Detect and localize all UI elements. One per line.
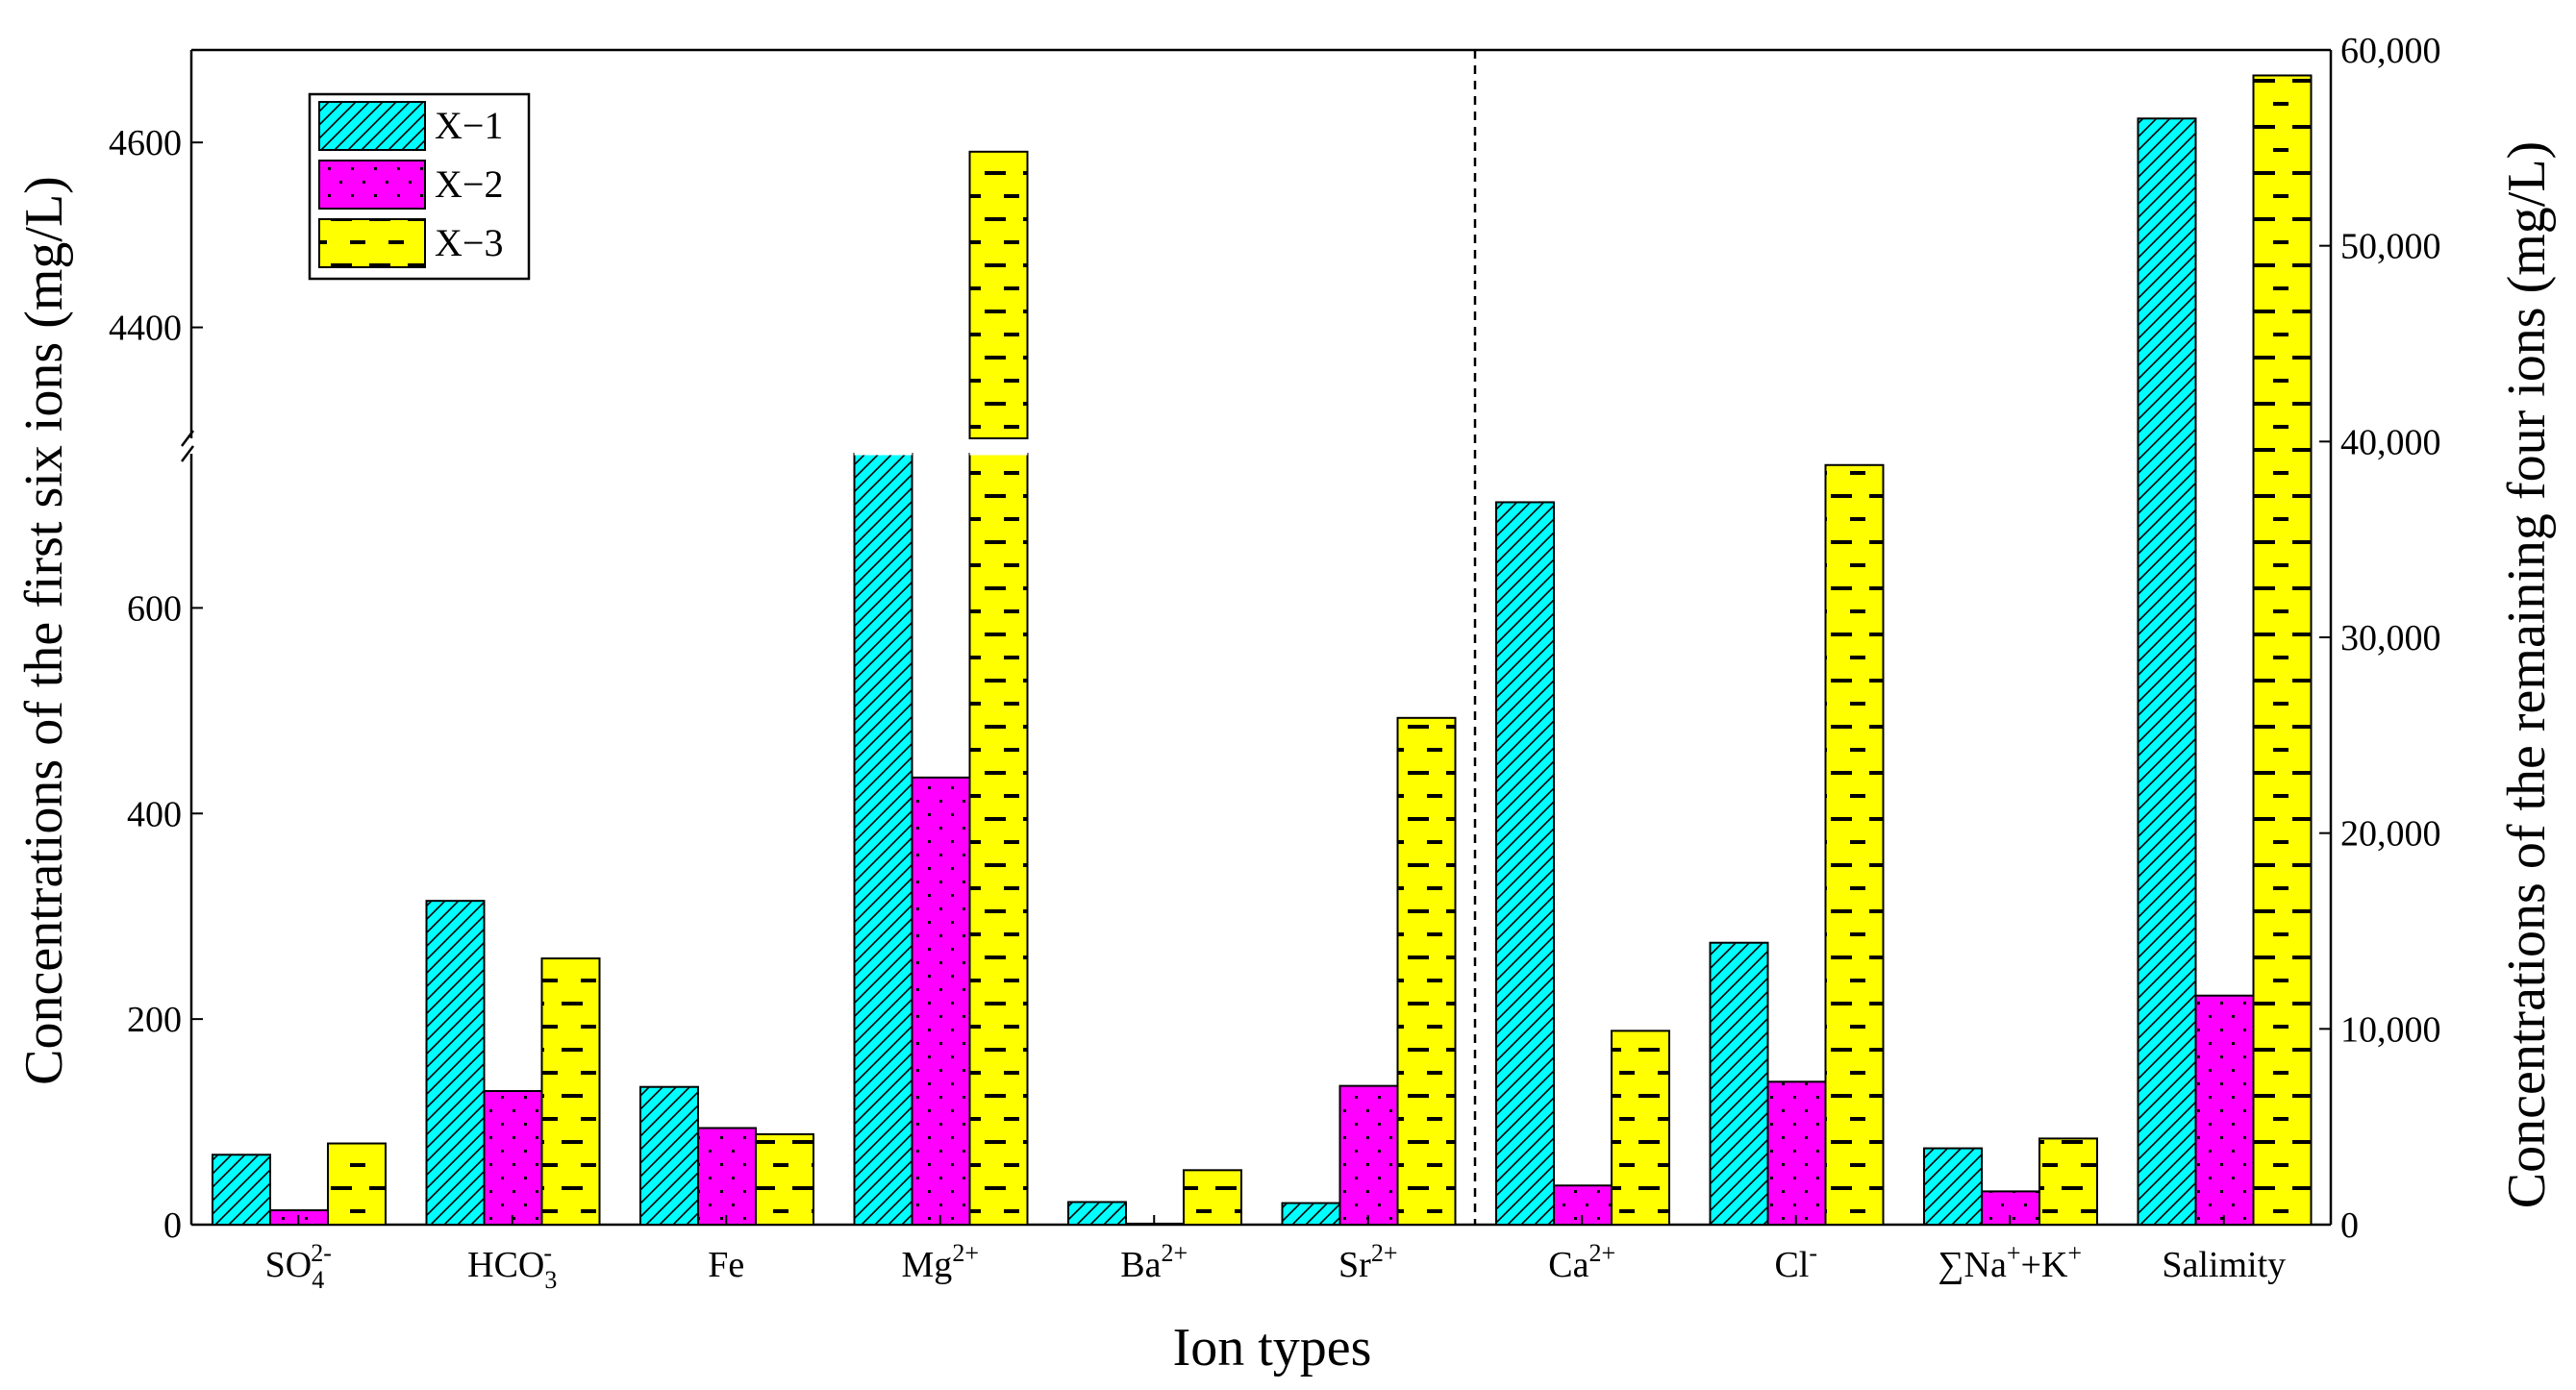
bar-2-2: [755, 1132, 814, 1227]
category-label: Ba2+: [1120, 1239, 1188, 1285]
right-tick-label: 30,000: [2340, 618, 2441, 658]
bar-1-1: [483, 1089, 543, 1227]
left-tick-label: 0: [163, 1205, 182, 1246]
legend: X−1 X−2 X−3: [308, 92, 531, 281]
axes: 0 200 400 600 4400 4600 0 10,000 20,000 30,000 40,…: [109, 31, 2441, 1246]
right-tick-label: 0: [2340, 1205, 2359, 1246]
labels: SO42- HCO3- Fe Mg2+ Ba2+ Sr2+ Ca2+ Cl- ∑Na++K+ Sa…: [265, 1239, 2287, 1294]
right-tick-label: 10,000: [2340, 1009, 2441, 1050]
left-tick-label: 600: [127, 588, 182, 629]
category-label: Salimity: [2162, 1245, 2286, 1285]
legend-label-x2: X−2: [435, 162, 503, 206]
legend-swatch-x2: [318, 160, 426, 210]
bar-2-0: [639, 1085, 699, 1227]
category-label: Sr2+: [1338, 1239, 1397, 1285]
bar-9-2: [2252, 74, 2313, 1226]
category-label: ∑Na++K+: [1938, 1239, 2082, 1285]
bar-1-2: [540, 957, 601, 1226]
bar-7-1: [1766, 1080, 1827, 1227]
bar-3-1: [911, 776, 971, 1227]
right-tick-label: 20,000: [2340, 814, 2441, 855]
bar-6-0: [1495, 501, 1555, 1226]
category-label: HCO3-: [467, 1239, 557, 1294]
legend-swatch-x3: [318, 218, 426, 268]
right-tick-label: 60,000: [2340, 31, 2441, 71]
category-label: Fe: [708, 1245, 744, 1285]
x-axis-title: Ion types: [1173, 1318, 1372, 1378]
legend-label-x3: X−3: [435, 221, 503, 264]
left-tick-label: 200: [127, 1000, 182, 1040]
bar-4-2: [1183, 1169, 1242, 1226]
left-tick-label: 4400: [109, 309, 182, 349]
bar-3-2-lower: [968, 453, 1029, 1226]
axis-break-mark-2: [181, 445, 194, 462]
right-tick-label: 50,000: [2340, 227, 2441, 267]
category-label: SO42-: [265, 1239, 332, 1294]
bar-9-1: [2194, 994, 2255, 1226]
bar-1-0: [425, 900, 486, 1226]
category-label: Cl-: [1774, 1239, 1817, 1285]
bar-9-0: [2137, 117, 2197, 1227]
bars: [212, 74, 2313, 1227]
bar-7-2: [1824, 463, 1885, 1227]
bar-7-0: [1709, 941, 1769, 1226]
bar-8-0: [1923, 1147, 1983, 1226]
bar-6-2: [1611, 1030, 1670, 1226]
bar-5-0: [1281, 1202, 1341, 1226]
bar-5-2: [1396, 716, 1457, 1226]
bar-5-1: [1338, 1084, 1399, 1227]
legend-swatch-x1: [318, 101, 426, 151]
axis-break-mark-1: [181, 430, 194, 447]
bar-2-1: [697, 1127, 757, 1226]
left-tick-label: 400: [127, 794, 182, 834]
category-label: Ca2+: [1548, 1239, 1615, 1285]
legend-label-x1: X−1: [435, 104, 503, 147]
category-label: Mg2+: [902, 1239, 979, 1285]
left-tick-label: 4600: [109, 123, 182, 163]
right-axis-title: Concentrations of the remaining four ion…: [2497, 141, 2557, 1208]
bar-3-0-lower: [853, 453, 913, 1226]
left-axis-title: Concentrations of the first six ions (mg…: [14, 176, 74, 1085]
right-tick-label: 40,000: [2340, 422, 2441, 462]
bar-8-2: [2038, 1137, 2098, 1227]
bar-0-2: [327, 1142, 387, 1227]
bar-3-2-upper: [968, 150, 1029, 440]
bar-4-0: [1067, 1201, 1127, 1226]
bar-0-0: [212, 1154, 271, 1226]
